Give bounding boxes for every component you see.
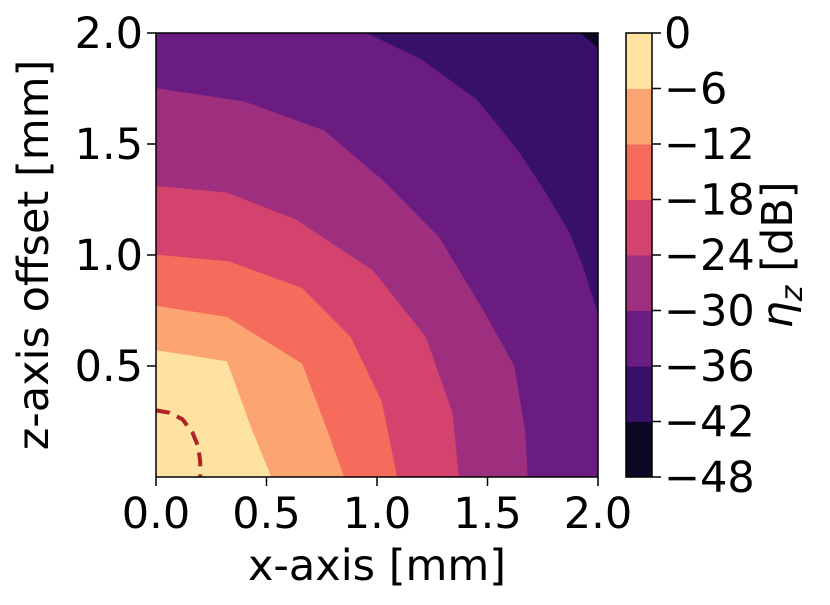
colorbar-segment xyxy=(626,366,652,422)
y-axis-label: z-axis offset [mm] xyxy=(9,60,59,451)
colorbar-tick-label: 0 xyxy=(664,9,691,59)
colorbar-tick-label: −18 xyxy=(664,176,755,226)
colorbar-segment xyxy=(626,310,652,367)
colorbar-segment xyxy=(626,33,652,89)
y-tick-label: 2.0 xyxy=(75,9,143,59)
annotation-layer xyxy=(155,408,203,477)
colorbar-label: ηz [dB] xyxy=(753,181,810,328)
colorbar-tick-label: −42 xyxy=(664,398,755,448)
x-tick-label: 1.0 xyxy=(343,489,411,539)
x-axis-label: x-axis [mm] xyxy=(248,541,506,591)
colorbar-tick-label: −48 xyxy=(664,453,755,503)
colorbar-segment xyxy=(626,421,652,478)
x-tick-label: 0.0 xyxy=(122,489,190,539)
x-axis-ticks: 0.0 0.5 1.0 1.5 2.0 xyxy=(122,477,632,539)
colorbar-tick-label: −6 xyxy=(664,65,727,115)
x-tick-label: 2.0 xyxy=(564,489,632,539)
colorbar-segment xyxy=(626,199,652,256)
dashed-boundary-curve xyxy=(155,408,203,477)
colorbar-segment xyxy=(626,88,652,145)
x-tick-label: 0.5 xyxy=(232,489,300,539)
colorbar-tick-label: −36 xyxy=(664,342,755,392)
y-axis-ticks: 0.5 1.0 1.5 2.0 xyxy=(75,9,156,392)
colorbar-segment xyxy=(626,144,652,200)
colorbar xyxy=(625,32,653,478)
colorbar-ticks: −48−42 −36−30 −24−18 −12−6 0 xyxy=(652,9,755,503)
colorbar-tick-label: −12 xyxy=(664,120,755,170)
colorbar-segment xyxy=(626,255,652,311)
contour-fills xyxy=(155,32,599,478)
colorbar-tick-label: −24 xyxy=(664,231,755,281)
y-tick-label: 0.5 xyxy=(75,342,143,392)
colorbar-tick-label: −30 xyxy=(664,287,755,337)
x-tick-label: 1.5 xyxy=(453,489,521,539)
y-tick-label: 1.5 xyxy=(75,120,143,170)
y-tick-label: 1.0 xyxy=(75,231,143,281)
